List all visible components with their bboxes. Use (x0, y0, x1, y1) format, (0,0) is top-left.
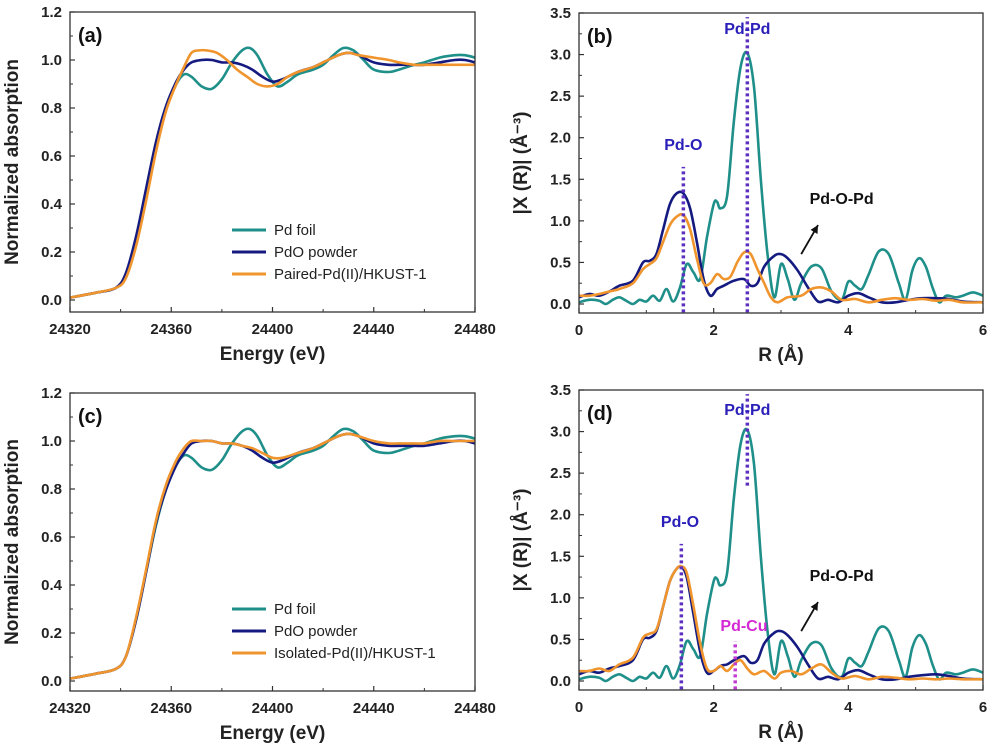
series-group (579, 427, 983, 683)
series-line-pdo-powder (579, 190, 983, 305)
y-tick-label: 1.5 (550, 171, 571, 188)
y-tick-label: 0.6 (41, 529, 62, 546)
x-tick-label: 2 (709, 699, 717, 716)
x-tick-label: 24480 (454, 321, 496, 338)
y-tick-label: 0.2 (41, 244, 62, 261)
y-tick-label: 1.2 (41, 4, 62, 21)
annotation-label: Pd-Pd (724, 21, 770, 38)
y-tick-label: 3.0 (550, 47, 571, 64)
x-tick-label: 6 (979, 699, 987, 716)
y-axis-title: Normalized absorption (2, 59, 23, 265)
legend-entry: Isolated-Pd(II)/HKUST-1 (274, 645, 436, 662)
panel-c: 24320 24360 24400 24440 24480 0.0 0.2 0.4 0.6 0.8… (2, 385, 496, 744)
y-tick-label: 1.0 (550, 213, 571, 230)
y-axis-title: Normalized absorption (2, 439, 23, 645)
series-group (70, 427, 475, 680)
annotation-label: Pd-O-Pd (810, 568, 874, 585)
annotation-label: Pd-O-Pd (810, 191, 874, 208)
panel-label: (c) (78, 406, 102, 428)
panel-d: Pd-O Pd-Pd Pd-Cu Pd-O-Pd 0 2 4 6 0.0 0.5 1.0 1.5 2.0… (511, 382, 987, 743)
annotation-label: Pd-Pd (724, 402, 770, 419)
x-axis-title: R (Å) (758, 345, 803, 366)
x-tick-label: 24360 (150, 700, 192, 717)
x-tick-label: 24440 (353, 321, 395, 338)
y-tick-label: 0.5 (550, 631, 571, 648)
y-tick-label: 2.5 (550, 465, 571, 482)
y-tick-label: 3.5 (550, 382, 571, 399)
y-tick-label: 0.8 (41, 100, 62, 117)
panel-a: 24320 24360 24400 24440 24480 0.0 0.2 0.4 0.6 0.8… (2, 4, 496, 365)
x-tick-label: 24400 (252, 321, 294, 338)
series-line-isolated-pd-ii-hkust-1 (70, 432, 475, 680)
y-tick-label: 0.5 (550, 254, 571, 271)
y-tick-label: 0.6 (41, 148, 62, 165)
y-tick-label: 2.0 (550, 507, 571, 524)
x-tick-label: 4 (844, 699, 853, 716)
y-axis-title: |X (R)| (Å⁻³) (511, 489, 532, 592)
y-tick-label: 1.2 (41, 385, 62, 402)
x-axis-title: Energy (eV) (220, 344, 326, 365)
panel-b: Pd-O Pd-Pd Pd-O-Pd 0 2 4 6 0.0 0.5 1.0 1.5 2.0 2.5 3.… (511, 5, 987, 366)
legend-entry: Pd foil (274, 222, 316, 239)
y-tick-label: 1.0 (550, 590, 571, 607)
arrow-head-icon (810, 602, 819, 611)
series-group (70, 46, 475, 299)
panel-label: (b) (587, 26, 613, 48)
y-tick-label: 1.5 (550, 548, 571, 565)
y-tick-label: 0.8 (41, 481, 62, 498)
legend-entry: Paired-Pd(II)/HKUST-1 (274, 266, 427, 283)
y-tick-label: 2.0 (550, 130, 571, 147)
x-tick-label: 24400 (252, 700, 294, 717)
legend-entry: PdO powder (274, 623, 357, 640)
arrow-head-icon (810, 225, 819, 234)
legend: Pd foil PdO powder Isolated-Pd(II)/HKUST-1 (232, 601, 436, 662)
x-tick-label: 24360 (150, 321, 192, 338)
y-tick-label: 0.0 (41, 673, 62, 690)
y-tick-label: 0.4 (41, 196, 63, 213)
y-tick-label: 3.5 (550, 5, 571, 22)
y-tick-label: 0.2 (41, 625, 62, 642)
legend-entry: Pd foil (274, 601, 316, 618)
series-line-pdo-powder (70, 51, 475, 299)
x-tick-label: 24320 (49, 321, 91, 338)
panel-label: (a) (78, 25, 102, 47)
x-axis-title: R (Å) (758, 722, 803, 743)
x-tick-label: 0 (575, 699, 583, 716)
series-line-pd-foil (579, 50, 983, 306)
x-tick-label: 6 (979, 322, 987, 339)
series-line-paired-pd-ii-hkust-1 (579, 212, 983, 304)
legend-entry: PdO powder (274, 244, 357, 261)
x-tick-label: 24480 (454, 700, 496, 717)
y-tick-label: 0.0 (550, 296, 571, 313)
y-tick-label: 2.5 (550, 88, 571, 105)
series-group (579, 50, 983, 306)
y-tick-label: 3.0 (550, 424, 571, 441)
annotation-label: Pd-O (661, 514, 699, 531)
x-tick-label: 2 (709, 322, 717, 339)
y-tick-label: 0.0 (41, 292, 62, 309)
annotation-label: Pd-O (664, 137, 702, 154)
series-line-pd-foil (579, 427, 983, 683)
x-tick-label: 4 (844, 322, 853, 339)
y-tick-label: 1.0 (41, 433, 62, 450)
x-axis-title: Energy (eV) (220, 723, 326, 744)
panel-label: (d) (587, 403, 613, 425)
x-tick-label: 0 (575, 322, 583, 339)
x-tick-label: 24440 (353, 700, 395, 717)
y-tick-label: 1.0 (41, 52, 62, 69)
y-axis-title: |X (R)| (Å⁻³) (511, 112, 532, 215)
x-tick-label: 24320 (49, 700, 91, 717)
series-line-isolated-pd-ii-hkust-1 (579, 564, 983, 681)
annotation-label: Pd-Cu (720, 618, 767, 635)
y-tick-label: 0.0 (550, 673, 571, 690)
series-line-pdo-powder (579, 565, 983, 682)
y-tick-label: 0.4 (41, 577, 63, 594)
series-line-paired-pd-ii-hkust-1 (70, 48, 475, 299)
legend: Pd foil PdO powder Paired-Pd(II)/HKUST-1 (232, 222, 427, 283)
